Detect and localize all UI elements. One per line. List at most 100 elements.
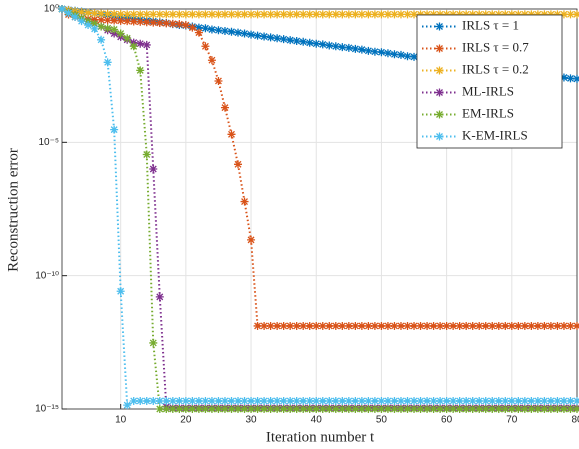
point-marker xyxy=(240,10,249,19)
point-marker xyxy=(279,405,288,413)
point-marker xyxy=(429,10,438,19)
point-marker xyxy=(71,13,80,22)
point-marker xyxy=(220,405,229,413)
point-marker xyxy=(488,405,497,413)
x-tick-label: 20 xyxy=(180,415,192,426)
point-marker xyxy=(351,321,360,330)
point-marker xyxy=(559,10,568,19)
point-marker xyxy=(149,165,158,173)
point-marker xyxy=(155,292,164,301)
point-marker xyxy=(266,33,275,42)
point-marker xyxy=(383,49,392,58)
point-marker xyxy=(442,396,451,405)
point-marker xyxy=(175,405,184,413)
point-marker xyxy=(351,405,360,413)
point-marker xyxy=(266,396,275,405)
point-marker xyxy=(234,10,243,19)
point-marker xyxy=(553,396,562,405)
point-marker xyxy=(168,19,177,28)
point-marker xyxy=(247,405,256,413)
point-marker xyxy=(514,405,523,413)
point-marker xyxy=(351,396,360,405)
point-marker xyxy=(312,10,321,19)
point-marker xyxy=(325,405,334,413)
point-marker xyxy=(468,396,477,405)
point-marker xyxy=(266,10,275,19)
point-marker xyxy=(116,16,125,25)
point-marker xyxy=(84,8,93,17)
point-marker xyxy=(123,17,132,26)
point-marker xyxy=(403,321,412,330)
point-marker xyxy=(481,10,490,19)
point-marker xyxy=(370,405,379,413)
point-marker xyxy=(527,321,536,330)
point-marker xyxy=(344,405,353,413)
point-marker xyxy=(227,10,236,19)
point-marker xyxy=(253,10,262,19)
point-marker xyxy=(97,22,106,31)
point-marker xyxy=(344,10,353,19)
point-marker xyxy=(299,396,308,405)
point-marker xyxy=(357,321,366,330)
point-marker xyxy=(364,46,373,55)
point-marker xyxy=(110,9,119,18)
x-tick-label: 40 xyxy=(311,415,323,426)
point-marker xyxy=(449,10,458,19)
point-marker xyxy=(331,42,340,51)
x-tick-label: 60 xyxy=(441,415,453,426)
point-marker xyxy=(429,321,438,330)
point-marker xyxy=(429,405,438,413)
point-marker xyxy=(247,30,256,39)
legend-marker xyxy=(435,88,444,97)
point-marker xyxy=(240,396,249,405)
point-marker xyxy=(279,396,288,405)
point-marker xyxy=(501,396,510,405)
point-marker xyxy=(573,396,579,405)
point-marker xyxy=(312,396,321,405)
point-marker xyxy=(520,10,529,19)
point-marker xyxy=(149,396,158,405)
point-marker xyxy=(540,321,549,330)
point-marker xyxy=(207,10,216,19)
point-marker xyxy=(220,10,229,19)
point-marker xyxy=(364,321,373,330)
point-marker xyxy=(175,10,184,19)
point-marker xyxy=(318,405,327,413)
point-marker xyxy=(370,321,379,330)
legend-label: IRLS τ = 1 xyxy=(462,17,519,32)
point-marker xyxy=(573,405,579,413)
point-marker xyxy=(396,405,405,413)
point-marker xyxy=(227,396,236,405)
point-marker xyxy=(507,10,516,19)
point-marker xyxy=(312,321,321,330)
point-marker xyxy=(468,321,477,330)
point-marker xyxy=(533,396,542,405)
point-marker xyxy=(84,21,93,30)
point-marker xyxy=(247,235,256,244)
point-marker xyxy=(573,321,579,330)
point-marker xyxy=(540,405,549,413)
point-marker xyxy=(559,396,568,405)
point-marker xyxy=(312,405,321,413)
point-marker xyxy=(162,10,171,19)
point-marker xyxy=(194,396,203,405)
point-marker xyxy=(286,405,295,413)
point-marker xyxy=(416,396,425,405)
point-marker xyxy=(110,25,119,34)
point-marker xyxy=(436,396,445,405)
point-marker xyxy=(566,396,575,405)
legend-label: EM-IRLS xyxy=(462,105,514,120)
point-marker xyxy=(494,396,503,405)
point-marker xyxy=(149,18,158,27)
point-marker xyxy=(64,9,73,18)
point-marker xyxy=(214,76,223,85)
point-marker xyxy=(162,396,171,405)
point-marker xyxy=(331,321,340,330)
series xyxy=(58,5,579,413)
point-marker xyxy=(514,10,523,19)
point-marker xyxy=(181,21,190,30)
point-marker xyxy=(142,10,151,19)
point-marker xyxy=(207,405,216,413)
point-marker xyxy=(155,10,164,19)
point-marker xyxy=(155,396,164,405)
